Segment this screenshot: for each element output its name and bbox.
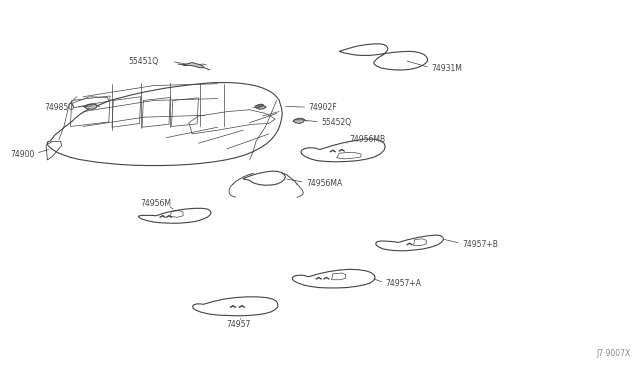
Text: J7·9007X: J7·9007X xyxy=(596,349,630,358)
Text: 74956M: 74956M xyxy=(141,199,172,208)
Text: 55452Q: 55452Q xyxy=(321,118,351,126)
Text: 74902F: 74902F xyxy=(308,103,337,112)
Text: 74931M: 74931M xyxy=(431,64,462,73)
Text: 74957+B: 74957+B xyxy=(462,240,498,248)
Polygon shape xyxy=(182,62,204,68)
Polygon shape xyxy=(84,104,97,109)
Text: 74900: 74900 xyxy=(10,150,35,159)
Text: 74985O: 74985O xyxy=(44,103,74,112)
Polygon shape xyxy=(256,105,266,109)
Text: 74957: 74957 xyxy=(227,320,251,329)
Text: 74956MB: 74956MB xyxy=(349,135,385,144)
Text: 74956MA: 74956MA xyxy=(306,179,342,187)
Text: 74957+A: 74957+A xyxy=(385,279,421,288)
Polygon shape xyxy=(293,118,305,124)
Text: 55451Q: 55451Q xyxy=(129,57,159,66)
